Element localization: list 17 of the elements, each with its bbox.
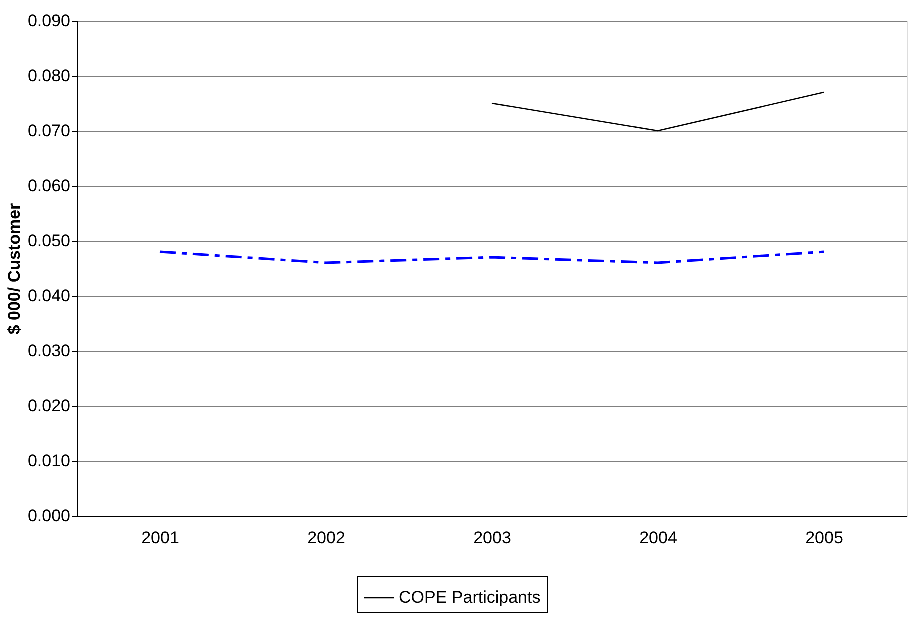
legend-label: COPE Participants: [399, 588, 541, 607]
y-tick-label: 0.060: [28, 176, 70, 196]
x-tick-label: 2001: [142, 528, 180, 548]
y-tick-label: 0.080: [28, 66, 70, 86]
y-axis-title: $ 000/ Customer: [4, 202, 24, 335]
y-tick-label: 0.020: [28, 396, 70, 416]
y-tick-label: 0.040: [28, 286, 70, 306]
x-tick-label: 2002: [308, 528, 346, 548]
x-tick-label: 2004: [640, 528, 678, 548]
x-tick-label: 2003: [474, 528, 512, 548]
y-tick-label: 0.090: [28, 12, 70, 30]
y-tick-label: 0.030: [28, 342, 70, 360]
y-tick-label: 0.050: [28, 232, 70, 250]
y-tick-label: 0.000: [28, 506, 70, 526]
y-tick-label: 0.070: [28, 122, 70, 140]
y-tick-label: 0.010: [28, 452, 70, 470]
x-tick-label: 2005: [806, 528, 844, 548]
